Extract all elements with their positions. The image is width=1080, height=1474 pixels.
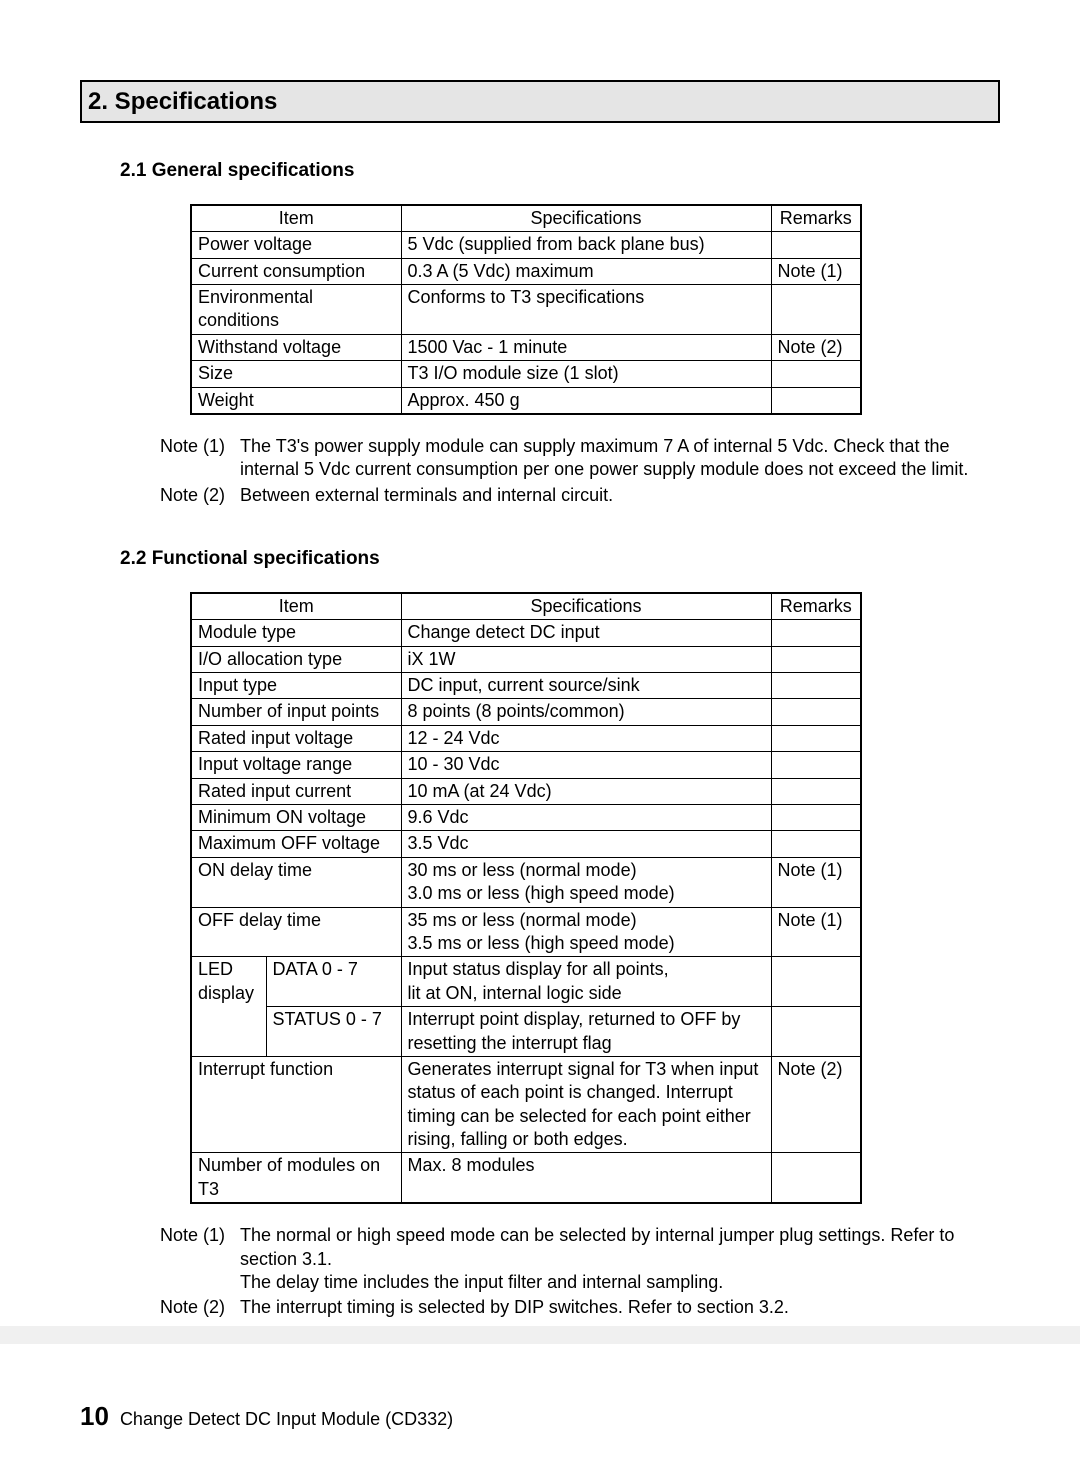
t1-header-remarks: Remarks [771, 205, 861, 232]
t2-header-item: Item [191, 593, 401, 620]
table-row: Number of modules on T3Max. 8 modules [191, 1153, 861, 1203]
section-title: 2. Specifications [80, 80, 1000, 123]
t2-header-spec: Specifications [401, 593, 771, 620]
table-row: Interrupt functionGenerates interrupt si… [191, 1056, 861, 1153]
table-row: Environmental conditionsConforms to T3 s… [191, 285, 861, 335]
table-row: Current consumption0.3 A (5 Vdc) maximum… [191, 258, 861, 284]
table-row: Rated input voltage12 - 24 Vdc [191, 725, 861, 751]
note-text: The interrupt timing is selected by DIP … [240, 1296, 1000, 1319]
t1-header-spec: Specifications [401, 205, 771, 232]
t1-header-item: Item [191, 205, 401, 232]
table-row: Rated input current10 mA (at 24 Vdc) [191, 778, 861, 804]
table-row: SizeT3 I/O module size (1 slot) [191, 361, 861, 387]
table-row: Withstand voltage1500 Vac - 1 minuteNote… [191, 334, 861, 360]
general-notes: Note (1)The T3's power supply module can… [160, 435, 1000, 507]
note-label: Note (1) [160, 435, 240, 458]
note-text: The T3's power supply module can supply … [240, 435, 1000, 482]
table-row: Minimum ON voltage9.6 Vdc [191, 804, 861, 830]
note-label: Note (2) [160, 484, 240, 507]
table-row: OFF delay time35 ms or less (normal mode… [191, 907, 861, 957]
table-row: Number of input points8 points (8 points… [191, 699, 861, 725]
functional-notes: Note (1)The normal or high speed mode ca… [160, 1224, 1000, 1320]
functional-specs-table: Item Specifications Remarks Module typeC… [190, 592, 862, 1204]
doc-title: Change Detect DC Input Module (CD332) [120, 1409, 453, 1429]
table-row: Input voltage range10 - 30 Vdc [191, 752, 861, 778]
note-label: Note (1) [160, 1224, 240, 1247]
note-label: Note (2) [160, 1296, 240, 1319]
table-row: LED display DATA 0 - 7 Input status disp… [191, 957, 861, 1007]
note-text: Between external terminals and internal … [240, 484, 1000, 507]
table-row: WeightApprox. 450 g [191, 387, 861, 414]
page-footer: 10 Change Detect DC Input Module (CD332) [80, 1400, 1000, 1434]
t2-header-remarks: Remarks [771, 593, 861, 620]
subsection-2-2: 2.2 Functional specifications [120, 547, 1000, 572]
table-row: Power voltage5 Vdc (supplied from back p… [191, 232, 861, 258]
table-row: ON delay time30 ms or less (normal mode)… [191, 857, 861, 907]
subsection-2-1: 2.1 General specifications [120, 159, 1000, 184]
page-number: 10 [80, 1401, 109, 1431]
note-text: The normal or high speed mode can be sel… [240, 1224, 1000, 1294]
table-row: Module typeChange detect DC input [191, 620, 861, 646]
table-row: I/O allocation typeiX 1W [191, 646, 861, 672]
table-row: Input typeDC input, current source/sink [191, 673, 861, 699]
grey-strip [0, 1326, 1080, 1344]
table-row: STATUS 0 - 7 Interrupt point display, re… [191, 1007, 861, 1057]
general-specs-table: Item Specifications Remarks Power voltag… [190, 204, 862, 415]
table-row: Maximum OFF voltage3.5 Vdc [191, 831, 861, 857]
